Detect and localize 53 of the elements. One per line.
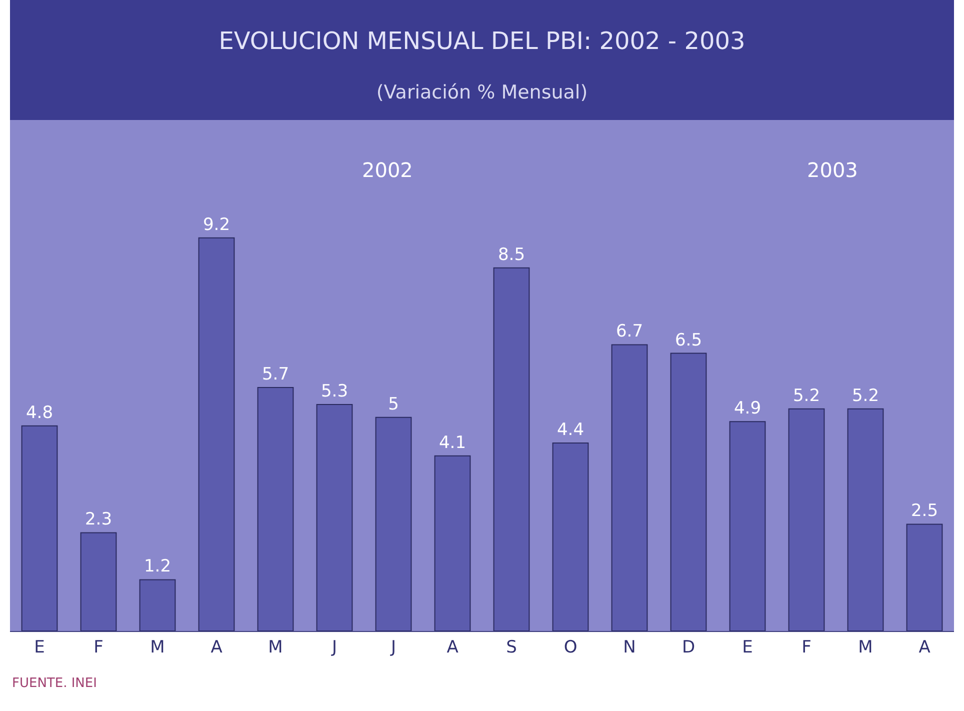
bar <box>375 416 412 631</box>
x-tick-label: O <box>564 637 578 658</box>
bar <box>493 267 530 631</box>
bar <box>198 237 235 631</box>
bar <box>670 352 707 631</box>
data-label: 4.9 <box>734 398 762 419</box>
x-tick-label: A <box>210 637 223 658</box>
bar <box>611 344 648 631</box>
data-label: 6.7 <box>616 322 644 342</box>
data-label: 5.3 <box>320 382 348 402</box>
x-tick-label: M <box>858 637 873 658</box>
data-label: 1.2 <box>144 556 172 577</box>
bar <box>729 421 766 631</box>
data-label: 2.3 <box>84 510 112 530</box>
x-tick-label: M <box>150 637 165 658</box>
x-tick-label: D <box>682 637 696 658</box>
bar <box>847 408 884 631</box>
bar <box>139 579 176 631</box>
bar <box>21 425 58 631</box>
x-tick-label: E <box>34 637 45 658</box>
x-tick-label: J <box>390 637 396 658</box>
x-tick-label: F <box>94 637 104 658</box>
data-label: 4.4 <box>556 420 584 440</box>
bar <box>906 524 943 631</box>
bar <box>552 442 589 631</box>
data-label: 5.2 <box>852 386 880 406</box>
x-tick-label: M <box>268 637 283 658</box>
chart-subtitle: (Variación % Mensual) <box>376 81 588 104</box>
data-label: 4.1 <box>438 432 466 453</box>
data-label: 4.8 <box>26 402 54 423</box>
data-label: 5 <box>388 394 399 414</box>
x-tick-label: J <box>330 637 338 658</box>
x-tick-label: S <box>506 637 517 658</box>
bar <box>80 532 117 631</box>
text: 2003 <box>807 158 858 182</box>
bar <box>257 386 294 631</box>
data-label: 8.5 <box>498 244 526 265</box>
text: 2002 <box>362 158 413 182</box>
x-tick-label: A <box>446 637 459 658</box>
bar <box>788 408 825 631</box>
chart-title: EVOLUCION MENSUAL DEL PBI: 2002 - 2003 <box>218 26 746 55</box>
data-label: 6.5 <box>674 330 702 350</box>
bar <box>316 404 353 631</box>
source-note: FUENTE. INEI <box>12 676 97 691</box>
x-tick-label: A <box>918 637 931 658</box>
x-tick-label: N <box>623 637 636 658</box>
data-label: 2.5 <box>910 501 938 522</box>
data-label: 9.2 <box>202 214 230 235</box>
data-label: 5.2 <box>792 386 820 406</box>
x-tick-label: F <box>802 637 812 658</box>
x-tick-label: E <box>742 637 753 658</box>
data-label: 5.7 <box>262 364 290 384</box>
bar <box>434 455 471 631</box>
